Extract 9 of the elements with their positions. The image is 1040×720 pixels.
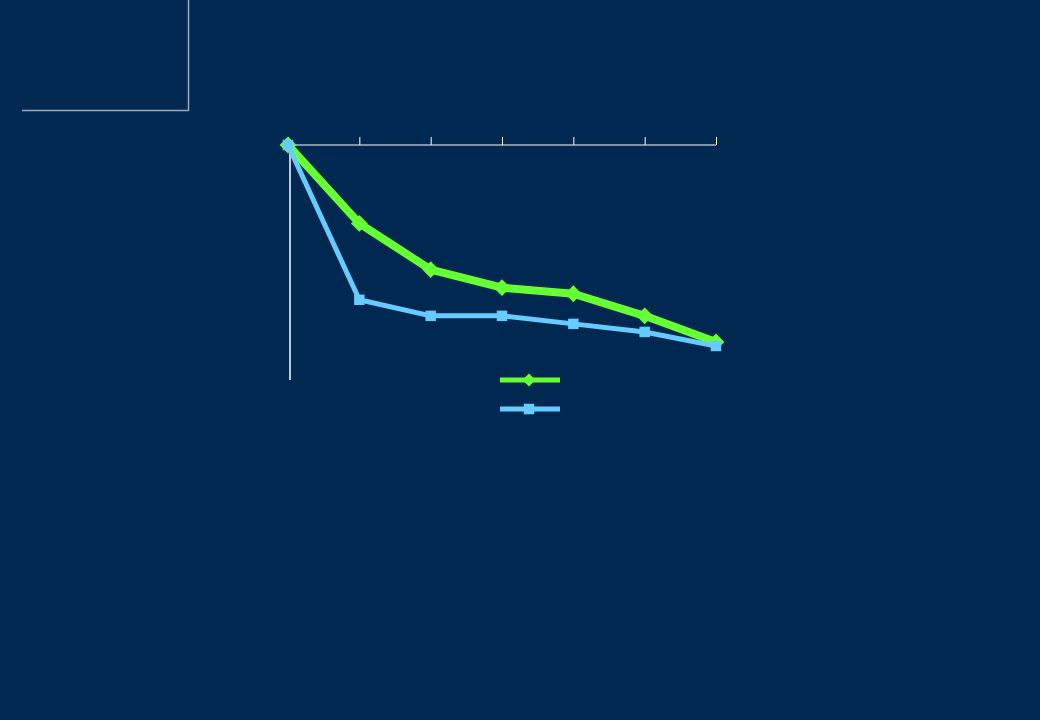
point (636, 307, 654, 325)
point (425, 310, 436, 322)
point (496, 310, 508, 322)
point (710, 340, 722, 352)
point (350, 214, 368, 232)
point (639, 326, 650, 338)
point (354, 294, 365, 306)
point (568, 318, 579, 330)
point (422, 261, 440, 279)
